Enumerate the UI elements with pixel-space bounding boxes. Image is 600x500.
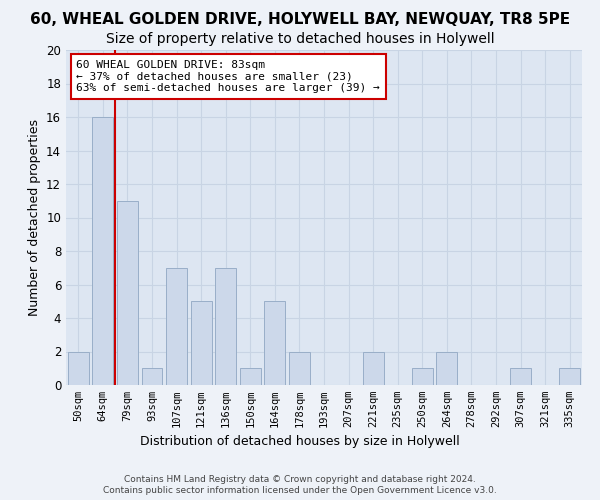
Text: 60 WHEAL GOLDEN DRIVE: 83sqm
← 37% of detached houses are smaller (23)
63% of se: 60 WHEAL GOLDEN DRIVE: 83sqm ← 37% of de… bbox=[76, 60, 380, 93]
Bar bbox=[191, 301, 212, 385]
Bar bbox=[166, 268, 187, 385]
Bar bbox=[510, 368, 531, 385]
Bar bbox=[412, 368, 433, 385]
Bar bbox=[68, 352, 89, 385]
Y-axis label: Number of detached properties: Number of detached properties bbox=[28, 119, 41, 316]
Bar bbox=[289, 352, 310, 385]
Bar bbox=[240, 368, 261, 385]
Bar bbox=[362, 352, 383, 385]
Bar bbox=[265, 301, 286, 385]
Text: Size of property relative to detached houses in Holywell: Size of property relative to detached ho… bbox=[106, 32, 494, 46]
Bar bbox=[92, 117, 113, 385]
Text: Contains HM Land Registry data © Crown copyright and database right 2024.: Contains HM Land Registry data © Crown c… bbox=[124, 475, 476, 484]
Bar bbox=[559, 368, 580, 385]
Text: 60, WHEAL GOLDEN DRIVE, HOLYWELL BAY, NEWQUAY, TR8 5PE: 60, WHEAL GOLDEN DRIVE, HOLYWELL BAY, NE… bbox=[30, 12, 570, 28]
Text: Distribution of detached houses by size in Holywell: Distribution of detached houses by size … bbox=[140, 434, 460, 448]
Bar bbox=[436, 352, 457, 385]
Text: Contains public sector information licensed under the Open Government Licence v3: Contains public sector information licen… bbox=[103, 486, 497, 495]
Bar bbox=[215, 268, 236, 385]
Bar bbox=[142, 368, 163, 385]
Bar bbox=[117, 200, 138, 385]
